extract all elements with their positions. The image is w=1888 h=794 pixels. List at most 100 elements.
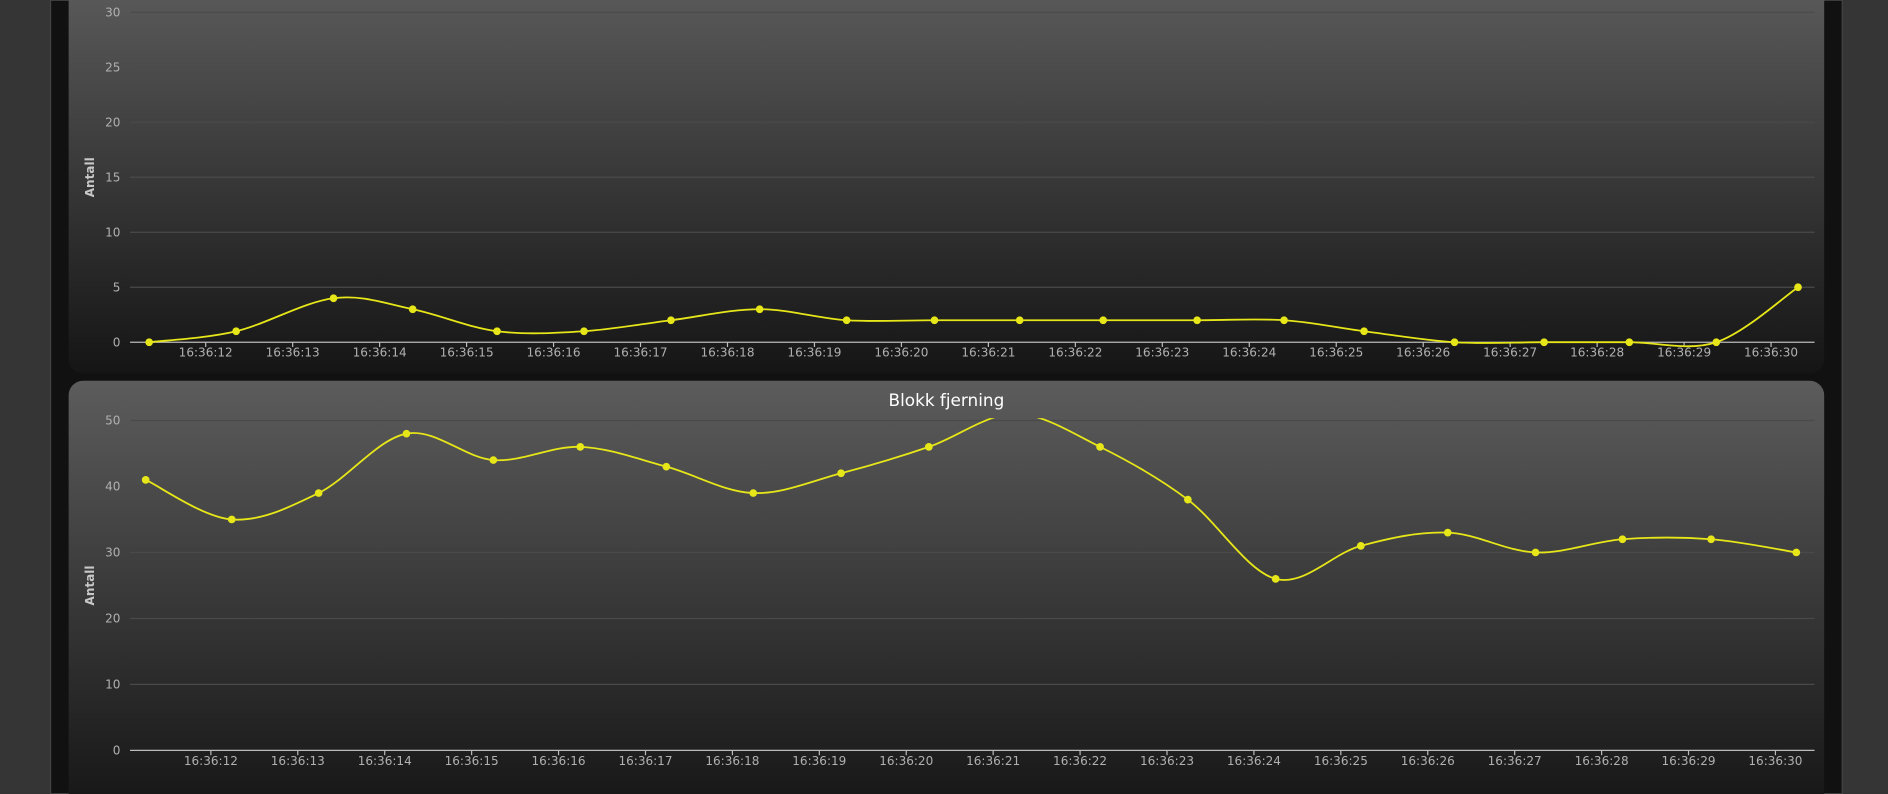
x-tick-label: 16:36:29 [1661, 754, 1715, 768]
x-tick-label: 16:36:29 [1657, 346, 1711, 360]
x-tick-label: 16:36:26 [1396, 346, 1450, 360]
data-point [1531, 548, 1540, 557]
data-point [1707, 535, 1715, 544]
data-point [1271, 574, 1280, 583]
x-tick-label: 16:36:22 [1048, 346, 1102, 360]
data-point [329, 294, 338, 303]
y-tick-label: 0 [113, 335, 121, 349]
x-tick-label: 16:36:22 [1053, 754, 1107, 768]
series-line [145, 418, 1797, 581]
data-point [924, 443, 933, 451]
y-tick-label: 40 [105, 480, 120, 494]
y-tick-label: 15 [105, 170, 120, 184]
x-tick-label: 16:36:15 [440, 346, 494, 360]
data-point [842, 316, 851, 325]
data-point [1618, 535, 1627, 544]
x-tick-label: 16:36:27 [1483, 346, 1537, 360]
data-point [1625, 338, 1634, 347]
data-point [1540, 338, 1548, 347]
y-tick-label: 10 [105, 225, 120, 239]
data-point [1280, 316, 1288, 325]
data-point [580, 327, 588, 336]
x-tick-label: 16:36:17 [614, 346, 668, 360]
x-tick-label: 16:36:23 [1135, 346, 1189, 360]
y-axis-label: Antall [83, 157, 97, 197]
x-tick-label: 16:36:15 [445, 754, 499, 768]
data-point [1356, 541, 1365, 550]
y-axis-label: Antall [83, 565, 97, 605]
data-point [141, 476, 150, 484]
data-point [749, 489, 758, 497]
chart-panel [68, 0, 1825, 374]
data-point [227, 515, 236, 524]
data-point [232, 327, 240, 336]
data-point [1015, 316, 1024, 325]
x-tick-label: 16:36:25 [1314, 754, 1368, 768]
data-point [1184, 495, 1192, 504]
x-tick-label: 16:36:14 [358, 754, 412, 768]
x-tick-label: 16:36:21 [961, 346, 1015, 360]
x-tick-label: 16:36:16 [532, 754, 586, 768]
y-tick-label: 30 [105, 546, 120, 560]
y-tick-label: 0 [113, 744, 121, 758]
data-point [1099, 316, 1108, 325]
chart-panel [68, 380, 1825, 794]
data-point [1450, 338, 1459, 347]
data-point [662, 462, 671, 471]
data-point [1193, 316, 1201, 325]
x-tick-label: 16:36:27 [1488, 754, 1542, 768]
x-tick-label: 16:36:18 [705, 754, 759, 768]
data-point [493, 327, 501, 336]
y-tick-label: 25 [105, 60, 120, 74]
data-point [1792, 548, 1801, 557]
data-point [1360, 327, 1368, 336]
chart-title: Blokk fjerning [889, 390, 1005, 410]
x-tick-label: 16:36:30 [1744, 346, 1798, 360]
data-point [145, 338, 154, 347]
y-tick-label: 20 [105, 115, 120, 129]
x-tick-label: 16:36:20 [879, 754, 933, 768]
x-tick-label: 16:36:13 [271, 754, 325, 768]
data-point [314, 489, 323, 497]
x-tick-label: 16:36:16 [527, 346, 581, 360]
data-point [1443, 528, 1452, 537]
x-tick-label: 16:36:25 [1309, 346, 1363, 360]
data-point [755, 305, 764, 314]
x-tick-label: 16:36:19 [787, 346, 841, 360]
y-tick-label: 50 [105, 414, 120, 428]
y-tick-label: 5 [113, 280, 121, 294]
y-tick-label: 20 [105, 612, 120, 626]
x-tick-label: 16:36:30 [1748, 754, 1802, 768]
x-tick-label: 16:36:24 [1222, 346, 1276, 360]
x-tick-label: 16:36:18 [700, 346, 754, 360]
x-tick-label: 16:36:12 [184, 754, 238, 768]
x-tick-label: 16:36:24 [1227, 754, 1281, 768]
data-point [489, 456, 498, 464]
plot-area [141, 418, 1801, 583]
data-point [408, 305, 417, 314]
data-point [1096, 443, 1104, 451]
plot-area [145, 283, 1802, 348]
x-tick-label: 16:36:13 [266, 346, 320, 360]
data-point [1712, 338, 1721, 347]
x-tick-label: 16:36:12 [179, 346, 233, 360]
data-point [930, 316, 939, 325]
x-tick-label: 16:36:14 [353, 346, 407, 360]
x-tick-label: 16:36:19 [792, 754, 846, 768]
x-tick-label: 16:36:20 [874, 346, 928, 360]
x-tick-label: 16:36:23 [1140, 754, 1194, 768]
x-tick-label: 16:36:28 [1575, 754, 1629, 768]
data-point [1794, 283, 1802, 292]
y-tick-label: 10 [105, 678, 120, 692]
data-point [576, 443, 585, 451]
data-point [402, 429, 411, 438]
x-tick-label: 16:36:26 [1401, 754, 1455, 768]
x-tick-label: 16:36:28 [1570, 346, 1624, 360]
data-point [837, 469, 845, 478]
x-tick-label: 16:36:17 [618, 754, 672, 768]
x-tick-label: 16:36:21 [966, 754, 1020, 768]
data-point [667, 316, 675, 325]
y-tick-label: 30 [105, 6, 120, 20]
